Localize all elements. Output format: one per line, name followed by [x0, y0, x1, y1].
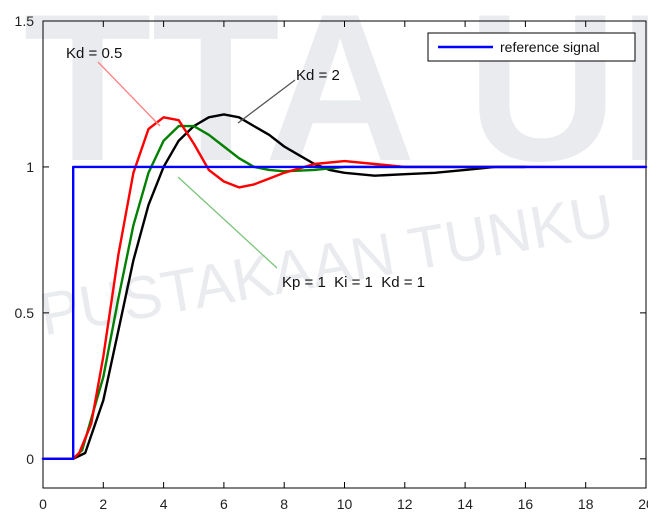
x-tick-label: 18: [578, 496, 594, 512]
series-layer: [41, 113, 648, 460]
x-tick-label: 14: [457, 496, 473, 512]
y-tick-label: 0.5: [15, 305, 35, 321]
x-tick-label: 12: [397, 496, 413, 512]
annotation-kd-0-5: Kd = 0.5: [66, 45, 122, 62]
x-tick-label: 4: [160, 496, 168, 512]
y-tick-label: 1.5: [15, 13, 35, 29]
legend: reference signal: [427, 32, 636, 62]
x-tick-label: 10: [337, 496, 353, 512]
kd2-pointer-line: [237, 79, 296, 124]
annotation-pointers: [97, 61, 296, 269]
x-tick-label: 16: [518, 496, 534, 512]
kd05-pointer-line: [97, 61, 161, 127]
axis-ticks: [42, 20, 647, 488]
x-tick-label: 8: [280, 496, 288, 512]
kp-pointer-line: [177, 176, 278, 269]
axis-tick-labels: 0 2 4 6 8 10 12 14 16 18 20 0 0.5 1 1.5: [15, 13, 648, 512]
x-tick-label: 6: [220, 496, 228, 512]
annotation-kp-ki-kd: Kp = 1 Ki = 1 Kd = 1: [282, 274, 425, 291]
series-line-reference-signal: [41, 165, 648, 460]
annotation-kd-2: Kd = 2: [296, 67, 340, 84]
x-tick-label: 20: [638, 496, 648, 512]
legend-label-reference: reference signal: [500, 39, 600, 55]
y-tick-label: 1: [26, 159, 34, 175]
x-tick-label: 2: [99, 496, 107, 512]
watermark-top-text: TTA UI: [23, 0, 648, 205]
y-tick-label: 0: [26, 451, 34, 467]
x-tick-label: 0: [39, 496, 47, 512]
series-line-kd-2-black: [41, 113, 527, 460]
watermark-bottom-text: PUSTAKAAN TUNKU: [34, 181, 618, 348]
